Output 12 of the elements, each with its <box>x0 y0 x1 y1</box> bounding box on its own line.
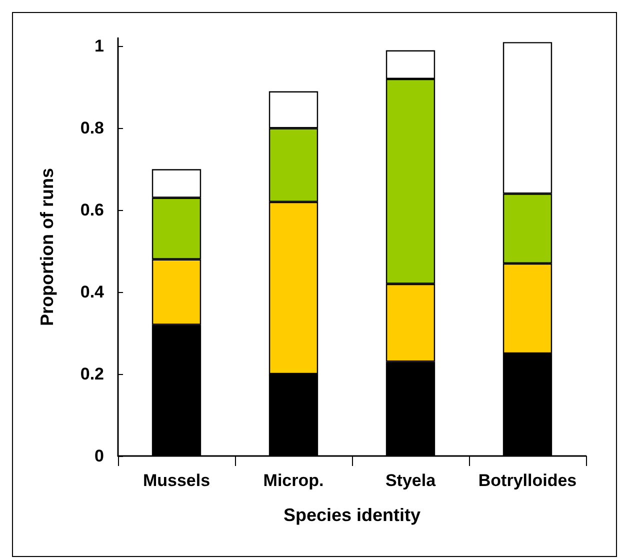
x-tick-label: Mussels <box>142 471 210 490</box>
x-tick-label: Botrylloides <box>478 471 577 490</box>
y-tick-label: 0.4 <box>80 282 105 302</box>
y-tick-label: 0.6 <box>80 200 104 220</box>
x-tick-label: Styela <box>385 471 436 490</box>
y-tick-label: 0.8 <box>80 118 104 138</box>
y-axis-title: Proportion of runs <box>37 168 57 326</box>
y-tick-label: 0 <box>94 446 104 466</box>
y-tick-label: 1 <box>94 36 104 56</box>
x-axis-title: Species identity <box>283 505 421 525</box>
x-tick-label: Microp. <box>263 471 324 490</box>
y-tick-label: 0.2 <box>80 364 104 384</box>
